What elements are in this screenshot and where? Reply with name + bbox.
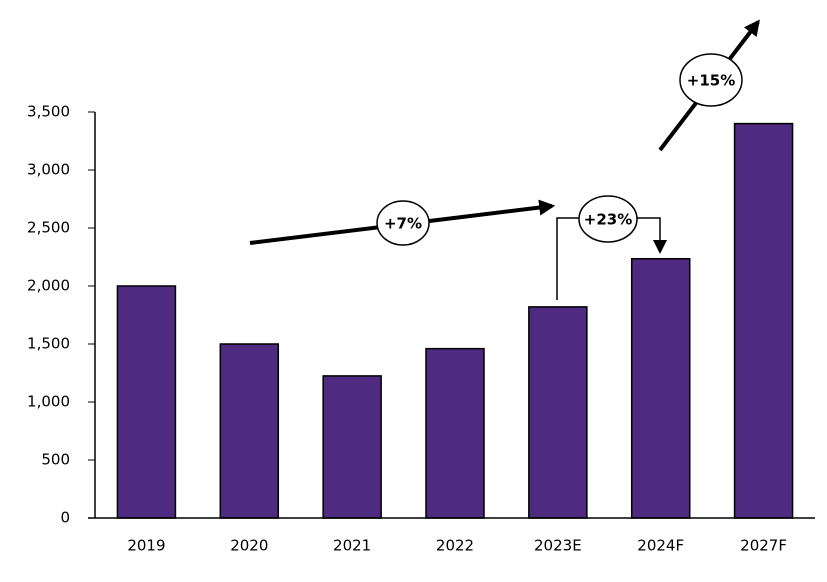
y-tick-label: 3,000	[27, 161, 70, 179]
y-tick-label: 0	[60, 509, 70, 527]
x-tick-label: 2027F	[740, 537, 787, 555]
bar	[528, 306, 588, 519]
bracket-arrowhead	[653, 240, 667, 254]
bar	[425, 347, 485, 519]
x-tick-label: 2021	[333, 537, 371, 555]
bar	[630, 257, 691, 519]
y-tick-label: 2,000	[27, 277, 70, 295]
x-tick-label: 2024F	[637, 537, 684, 555]
bar	[733, 122, 794, 519]
bar	[322, 375, 382, 519]
annotation-bubble	[578, 195, 638, 243]
y-tick-label: 1,000	[27, 393, 70, 411]
y-tick-label: 3,500	[27, 103, 70, 121]
annotations: +7% +23% +15%	[249, 19, 760, 300]
x-tick-label: 2023E	[534, 537, 582, 555]
bar	[219, 343, 280, 519]
annotation: +7%	[384, 215, 422, 233]
annotation: +23%	[584, 211, 632, 229]
annotation-bubble	[679, 53, 743, 107]
annotation: +15%	[687, 72, 735, 90]
annotation-bubble	[376, 200, 430, 246]
y-tick-label: 2,500	[27, 219, 70, 237]
bar	[116, 285, 177, 519]
x-tick-label: 2022	[436, 537, 474, 555]
y-tick-label: 500	[41, 451, 70, 469]
x-tick-label: 2020	[230, 537, 268, 555]
y-tick-label: 1,500	[27, 335, 70, 353]
x-tick-label: 2019	[127, 537, 165, 555]
